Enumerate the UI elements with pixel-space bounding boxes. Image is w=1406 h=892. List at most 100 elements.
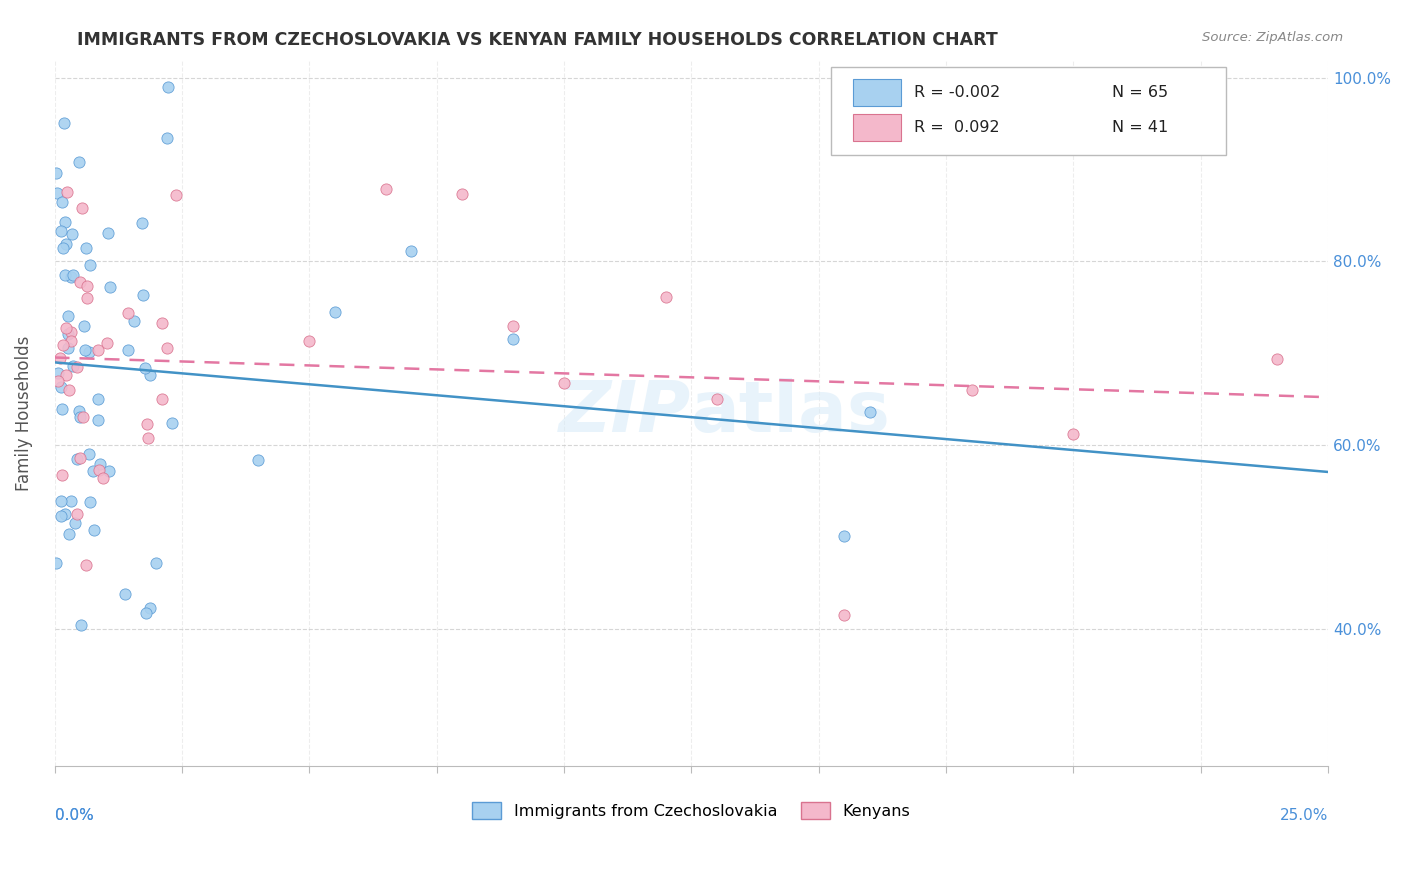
Point xyxy=(502,332,524,346)
Point xyxy=(76,279,98,293)
Text: 0.0%: 0.0% xyxy=(55,807,93,822)
Point xyxy=(76,291,98,305)
Point xyxy=(45,166,67,180)
Point xyxy=(75,558,97,572)
Point xyxy=(55,368,77,383)
Point xyxy=(72,410,94,425)
Point xyxy=(97,226,120,240)
Point xyxy=(69,450,91,465)
Point xyxy=(135,606,157,620)
Point xyxy=(70,201,93,215)
Point xyxy=(451,186,474,201)
Point xyxy=(55,236,77,251)
Point xyxy=(706,392,728,406)
Point xyxy=(98,279,121,293)
Point xyxy=(77,447,100,461)
Point xyxy=(53,508,76,522)
Point xyxy=(139,600,162,615)
Point xyxy=(1265,352,1288,367)
Text: IMMIGRANTS FROM CZECHOSLOVAKIA VS KENYAN FAMILY HOUSEHOLDS CORRELATION CHART: IMMIGRANTS FROM CZECHOSLOVAKIA VS KENYAN… xyxy=(77,31,998,49)
Point xyxy=(131,216,153,230)
Point xyxy=(58,527,80,541)
Point xyxy=(59,325,82,339)
Point xyxy=(247,452,270,467)
Point xyxy=(156,80,179,95)
Point xyxy=(960,384,983,398)
Point xyxy=(97,464,120,478)
Point xyxy=(59,334,82,348)
Point xyxy=(51,402,73,417)
Point xyxy=(132,288,155,302)
Text: R = -0.002: R = -0.002 xyxy=(914,85,1001,100)
Point xyxy=(136,431,159,445)
Point xyxy=(75,240,97,254)
Legend: Immigrants from Czechoslovakia, Kenyans: Immigrants from Czechoslovakia, Kenyans xyxy=(465,796,917,825)
Point xyxy=(52,242,75,256)
Point xyxy=(67,404,90,418)
Point xyxy=(79,495,101,509)
Point xyxy=(655,290,678,304)
Point xyxy=(55,186,77,200)
Point xyxy=(67,155,90,169)
Point xyxy=(59,494,82,508)
Point xyxy=(1062,427,1084,442)
Point xyxy=(117,306,139,320)
Point xyxy=(859,405,882,419)
Point xyxy=(56,341,79,355)
Point xyxy=(51,224,73,238)
Point xyxy=(55,321,77,335)
Point xyxy=(66,451,89,466)
Point xyxy=(134,360,156,375)
Point xyxy=(399,244,422,259)
Text: R =  0.092: R = 0.092 xyxy=(914,120,1000,135)
Point xyxy=(124,314,146,328)
Point xyxy=(73,319,96,334)
Text: atlas: atlas xyxy=(692,378,891,448)
Point xyxy=(66,360,89,375)
Text: Source: ZipAtlas.com: Source: ZipAtlas.com xyxy=(1202,31,1343,45)
Point xyxy=(49,494,72,508)
Point xyxy=(77,345,100,359)
Point xyxy=(58,309,80,323)
Point xyxy=(53,268,76,283)
Point xyxy=(69,409,91,424)
Point xyxy=(165,187,187,202)
Point xyxy=(51,467,73,482)
Point xyxy=(150,392,173,407)
Point xyxy=(86,412,108,426)
Point xyxy=(46,366,69,380)
Text: 25.0%: 25.0% xyxy=(1279,807,1329,822)
Point xyxy=(53,215,76,229)
Point xyxy=(96,335,118,350)
Point xyxy=(83,523,105,537)
Point xyxy=(79,258,101,272)
Point xyxy=(58,383,80,397)
Point xyxy=(63,516,86,530)
Point xyxy=(46,186,69,200)
Point xyxy=(49,379,72,393)
Point xyxy=(46,374,69,388)
Point xyxy=(117,343,139,358)
Point xyxy=(45,556,67,570)
Point xyxy=(553,376,575,390)
Point xyxy=(48,351,70,365)
Point xyxy=(138,368,160,382)
FancyBboxPatch shape xyxy=(831,67,1226,155)
Point xyxy=(66,507,89,521)
Point xyxy=(298,334,321,349)
Point xyxy=(155,131,177,145)
Point xyxy=(114,587,136,601)
Point xyxy=(62,359,84,373)
Text: ZIP: ZIP xyxy=(560,378,692,448)
Point xyxy=(145,556,167,570)
Point xyxy=(51,195,73,210)
Text: 0.0%: 0.0% xyxy=(55,807,93,822)
Point xyxy=(150,316,173,330)
Point xyxy=(374,182,396,196)
Point xyxy=(832,529,855,543)
Point xyxy=(75,343,97,357)
Bar xyxy=(853,78,901,105)
Point xyxy=(62,268,84,283)
Point xyxy=(58,326,80,341)
Point xyxy=(502,318,524,333)
